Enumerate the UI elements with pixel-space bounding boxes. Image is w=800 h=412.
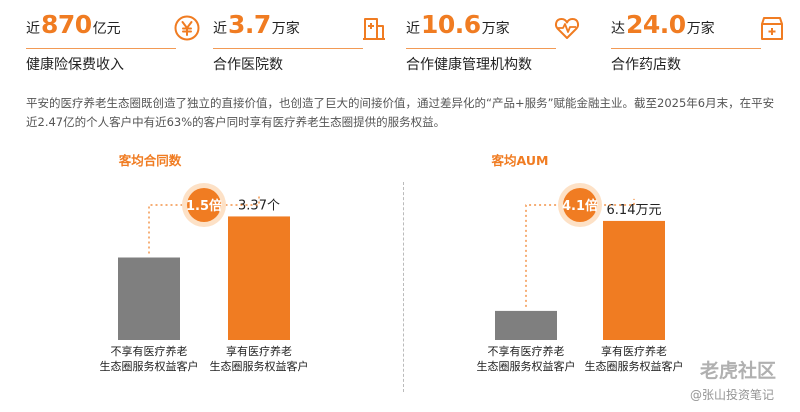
chart-title: 客均合同数 (118, 153, 182, 168)
stat-unit: 亿元 (92, 21, 121, 37)
stat-prefix: 达 (611, 21, 625, 37)
stat-label: 合作医院数 (213, 57, 283, 73)
data-label: 3.37个 (238, 198, 280, 213)
ratio-label: 1.5倍 (186, 198, 222, 214)
data-label: 6.14万元 (607, 203, 662, 218)
stat-label: 健康险保费收入 (26, 57, 124, 73)
stat-prefix: 近 (26, 21, 40, 37)
pharmacy-store-icon (758, 14, 786, 42)
stat-premium: 近 870 亿元 健康险保费收入 (26, 10, 201, 76)
chart-title: 客均AUM (491, 153, 549, 168)
category-label: 生态圈服务权益客户 (585, 359, 684, 373)
panel-divider (403, 182, 404, 392)
chart-aum-svg: 不享有医疗养老生态圈服务权益客户6.14万元享有医疗养老生态圈服务权益客户4.1… (477, 183, 684, 373)
category-label: 生态圈服务权益客户 (477, 359, 576, 373)
watermark-author: @张山投资笔记 (690, 388, 775, 402)
bar-with-benefits (603, 220, 665, 340)
bar-without-benefits (495, 310, 557, 340)
stat-unit: 万家 (481, 21, 510, 37)
stat-number: 3.7 (228, 10, 271, 39)
category-label: 生态圈服务权益客户 (210, 359, 309, 373)
stat-unit: 万家 (271, 21, 300, 37)
stat-unit: 万家 (686, 21, 715, 37)
category-label: 享有医疗养老 (601, 344, 667, 358)
watermark-tiger-community: 老虎社区 (700, 360, 777, 382)
category-label: 不享有医疗养老 (488, 344, 565, 358)
category-label: 不享有医疗养老 (111, 344, 188, 358)
stat-label: 合作健康管理机构数 (406, 57, 532, 73)
ratio-label: 4.1倍 (562, 198, 598, 214)
stat-number: 10.6 (421, 10, 481, 39)
yen-coin-icon (173, 14, 201, 42)
bar-with-benefits (228, 216, 290, 340)
intro-paragraph: 平安的医疗养老生态圈既创造了独立的直接价值，也创造了巨大的间接价值，通过差异化的… (26, 96, 775, 129)
stat-prefix: 近 (406, 21, 420, 37)
stat-label: 合作药店数 (611, 57, 681, 73)
hospital-icon (360, 14, 388, 42)
category-label: 享有医疗养老 (226, 344, 292, 358)
stat-number: 24.0 (626, 10, 686, 39)
bar-without-benefits (118, 257, 180, 340)
stat-divider (611, 48, 761, 49)
ratio-bubble (187, 188, 221, 222)
category-label: 生态圈服务权益客户 (100, 359, 199, 373)
stat-health-orgs: 近 10.6 万家 合作健康管理机构数 (406, 10, 581, 76)
heart-pulse-icon (553, 14, 581, 42)
stat-pharmacies: 达 24.0 万家 合作药店数 (611, 10, 786, 76)
chart-aum-per-customer: 客均AUM 不享有医疗养老 生态圈服务权益客户 6.14万元 享有医疗养老 生态圈服务权… (440, 150, 800, 412)
stat-prefix: 近 (213, 21, 227, 37)
stat-divider (26, 48, 176, 49)
ratio-bubble (563, 188, 597, 222)
stat-divider (213, 48, 363, 49)
stat-hospitals: 近 3.7 万家 合作医院数 (213, 10, 388, 76)
chart-contracts-per-customer: 客均合同数 不享有医疗养老 生态圈服务权益客户 3.37个 享有医疗养老 生态圈服务权益… (70, 150, 450, 412)
stat-divider (406, 48, 556, 49)
stat-number: 870 (41, 10, 92, 39)
